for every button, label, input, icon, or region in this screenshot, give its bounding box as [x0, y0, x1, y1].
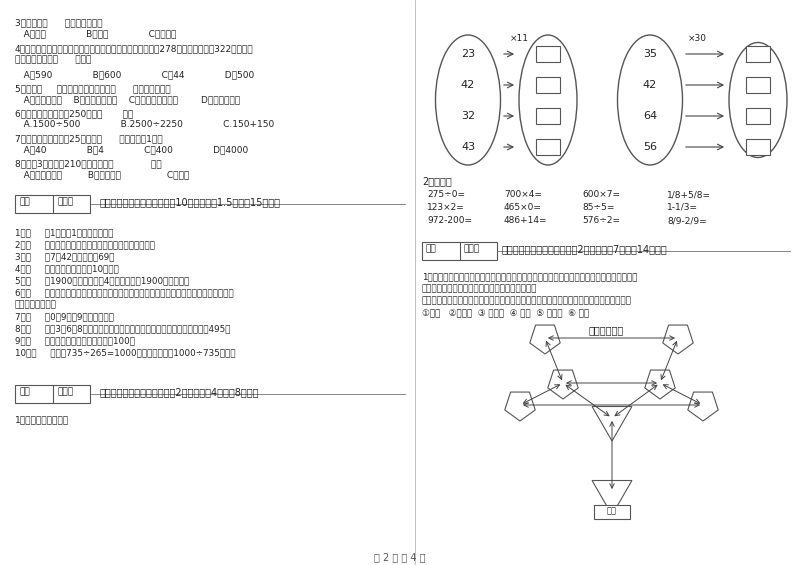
- Text: 465×0=: 465×0=: [504, 203, 542, 212]
- Polygon shape: [592, 480, 632, 515]
- Text: 56: 56: [643, 142, 657, 152]
- Text: 评卷人: 评卷人: [57, 197, 73, 206]
- Text: 入口: 入口: [607, 506, 617, 515]
- Text: A．590              B．600              C．44              D．500: A．590 B．600 C．44 D．500: [15, 70, 254, 79]
- Ellipse shape: [435, 35, 501, 165]
- Ellipse shape: [519, 35, 577, 165]
- Text: 275÷0=: 275÷0=: [427, 190, 465, 199]
- Text: 42: 42: [461, 80, 475, 90]
- Text: 5．（     ）1900年的年份数是4的倍数，所以1900年是闰年。: 5．（ ）1900年的年份数是4的倍数，所以1900年是闰年。: [15, 276, 190, 285]
- Polygon shape: [592, 406, 632, 441]
- Text: 600×7=: 600×7=: [582, 190, 620, 199]
- Text: 3．四边形（      ）平行四边形。: 3．四边形（ ）平行四边形。: [15, 18, 102, 27]
- Text: A．乘公共汽车         B．骑自行车                C．步行: A．乘公共汽车 B．骑自行车 C．步行: [15, 170, 190, 179]
- Text: 486+14=: 486+14=: [504, 216, 547, 225]
- Text: 2．口算：: 2．口算：: [422, 176, 452, 186]
- Text: 方形的周长相等。: 方形的周长相等。: [15, 300, 57, 309]
- Polygon shape: [505, 392, 535, 421]
- Text: 得分: 得分: [19, 197, 30, 206]
- Text: 1/8+5/8=: 1/8+5/8=: [667, 190, 711, 199]
- Polygon shape: [662, 325, 694, 354]
- FancyBboxPatch shape: [536, 46, 560, 62]
- Text: 35: 35: [643, 49, 657, 59]
- Text: 9．（     ）两个面积单位之间的进率是100。: 9．（ ）两个面积单位之间的进率是100。: [15, 336, 135, 345]
- Text: 123×2=: 123×2=: [427, 203, 465, 212]
- Text: 1．（     ）1吨棉与1吨棉花一样重。: 1．（ ）1吨棉与1吨棉花一样重。: [15, 228, 114, 237]
- Polygon shape: [688, 392, 718, 421]
- Text: 馆和鱼馆的场地分别在动物园的东北角和西北角。: 馆和鱼馆的场地分别在动物园的东北角和西北角。: [422, 284, 538, 293]
- Text: 7．（     ）0．9里有9个十分之一。: 7．（ ）0．9里有9个十分之一。: [15, 312, 114, 321]
- Text: 32: 32: [461, 111, 475, 121]
- Text: ×11: ×11: [510, 34, 529, 43]
- FancyBboxPatch shape: [536, 108, 560, 124]
- FancyBboxPatch shape: [15, 385, 90, 403]
- Text: 8/9-2/9=: 8/9-2/9=: [667, 216, 706, 225]
- Text: A.1500÷500              B.2500÷2250              C.150+150: A.1500÷500 B.2500÷2250 C.150+150: [15, 120, 274, 129]
- Text: 5．明天（     ）会下雨，今天下午我（      ）游遍全世界。: 5．明天（ ）会下雨，今天下午我（ ）游遍全世界。: [15, 84, 170, 93]
- Polygon shape: [548, 370, 578, 399]
- Text: 6．（     ）用同一条铁丝先围成一个最大的正方形，再围成一个最大的长方形，长方形和正: 6．（ ）用同一条铁丝先围成一个最大的正方形，再围成一个最大的长方形，长方形和正: [15, 288, 234, 297]
- Text: 4．（     ）小明家客厅面积是10公顷。: 4．（ ）小明家客厅面积是10公顷。: [15, 264, 119, 273]
- Text: 1．走进动物园大门，正北面是狮子山和熊猫馆，狮子山的东侧是飞禽馆，西侧是猴园，大象: 1．走进动物园大门，正北面是狮子山和熊猫馆，狮子山的东侧是飞禽馆，西侧是猴园，大…: [422, 272, 638, 281]
- FancyBboxPatch shape: [594, 505, 630, 519]
- Text: 第 2 页 共 4 页: 第 2 页 共 4 页: [374, 552, 426, 562]
- Text: 4．广州新电视塔是广州市目前最高的建筑，它比中信大厦高278米，中信大厦高322米，那么: 4．广州新电视塔是广州市目前最高的建筑，它比中信大厦高278米，中信大厦高322…: [15, 44, 254, 53]
- Text: A．一定              B．可能              C．不可能: A．一定 B．可能 C．不可能: [15, 29, 176, 38]
- FancyBboxPatch shape: [746, 139, 770, 155]
- Text: ×30: ×30: [688, 34, 707, 43]
- Text: 广州新电视塔高（      ）米。: 广州新电视塔高（ ）米。: [15, 55, 91, 64]
- Ellipse shape: [729, 42, 787, 158]
- Text: 1．算一算，填一填。: 1．算一算，填一填。: [15, 415, 69, 424]
- Text: 根据小强的描述，请你把这些动物场馆所在的位置，在动物园的导游图上用序号表示出来。: 根据小强的描述，请你把这些动物场馆所在的位置，在动物园的导游图上用序号表示出来。: [422, 296, 632, 305]
- Text: 8．（     ）用3、6、8这三个数字组成的最大三位数与最小三位数，它们相差495。: 8．（ ）用3、6、8这三个数字组成的最大三位数与最小三位数，它们相差495。: [15, 324, 230, 333]
- Text: 3．（     ）7个42相加的和是69。: 3．（ ）7个42相加的和是69。: [15, 252, 114, 261]
- Text: 42: 42: [643, 80, 657, 90]
- FancyBboxPatch shape: [15, 195, 90, 213]
- Text: 评卷人: 评卷人: [57, 387, 73, 396]
- FancyBboxPatch shape: [746, 46, 770, 62]
- Text: 23: 23: [461, 49, 475, 59]
- Text: 576÷2=: 576÷2=: [582, 216, 620, 225]
- Text: 700×4=: 700×4=: [504, 190, 542, 199]
- Text: 得分: 得分: [19, 387, 30, 396]
- Text: 43: 43: [461, 142, 475, 152]
- Text: 评卷人: 评卷人: [464, 244, 480, 253]
- Text: 972-200=: 972-200=: [427, 216, 472, 225]
- Text: 64: 64: [643, 111, 657, 121]
- Text: 6．下面的结果刚好是250的是（       ）。: 6．下面的结果刚好是250的是（ ）。: [15, 109, 134, 118]
- Polygon shape: [645, 370, 675, 399]
- Text: 10．（     ）根据735÷265=1000，可以直接写出1000÷735的差。: 10．（ ）根据735÷265=1000，可以直接写出1000÷735的差。: [15, 348, 236, 357]
- Text: A．40              B．4              C．400              D．4000: A．40 B．4 C．400 D．4000: [15, 145, 248, 154]
- FancyBboxPatch shape: [536, 77, 560, 93]
- Text: 四、看清题目，细心计算（共2小题，每题4分，共8分）。: 四、看清题目，细心计算（共2小题，每题4分，共8分）。: [100, 387, 259, 397]
- Text: 85÷5=: 85÷5=: [582, 203, 614, 212]
- Text: 1-1/3=: 1-1/3=: [667, 203, 698, 212]
- Text: A．一定，可能    B．可能，不可能    C．不可能，不可能        D．可能，可能: A．一定，可能 B．可能，不可能 C．不可能，不可能 D．可能，可能: [15, 95, 240, 104]
- Text: 三、仔细推敲，正确判断（共10小题，每题1.5分，共15分）。: 三、仔细推敲，正确判断（共10小题，每题1.5分，共15分）。: [100, 197, 281, 207]
- Text: ①狮山   ②熊猫馆  ③ 飞禽馆  ④ 猴园  ⑤ 大象馆  ⑥ 鱼馆: ①狮山 ②熊猫馆 ③ 飞禽馆 ④ 猴园 ⑤ 大象馆 ⑥ 鱼馆: [422, 308, 590, 317]
- Text: 五、认真思考，综合能力（共2小题，每题7分，共14分）。: 五、认真思考，综合能力（共2小题，每题7分，共14分）。: [502, 244, 668, 254]
- Text: 8．爸爸3小时行了210千米，他是（             ）。: 8．爸爸3小时行了210千米，他是（ ）。: [15, 159, 162, 168]
- FancyBboxPatch shape: [422, 242, 497, 260]
- Text: 得分: 得分: [426, 244, 437, 253]
- Polygon shape: [530, 325, 560, 354]
- Text: 动物园导游图: 动物园导游图: [588, 325, 624, 335]
- Text: 2．（     ）所有的大月都是单月，所有的小月都是双月。: 2．（ ）所有的大月都是单月，所有的小月都是双月。: [15, 240, 155, 249]
- FancyBboxPatch shape: [746, 108, 770, 124]
- FancyBboxPatch shape: [746, 77, 770, 93]
- Text: 7．平均每个同学体重25千克，（      ）名同学重1吨。: 7．平均每个同学体重25千克，（ ）名同学重1吨。: [15, 134, 162, 143]
- Ellipse shape: [618, 35, 682, 165]
- FancyBboxPatch shape: [536, 139, 560, 155]
